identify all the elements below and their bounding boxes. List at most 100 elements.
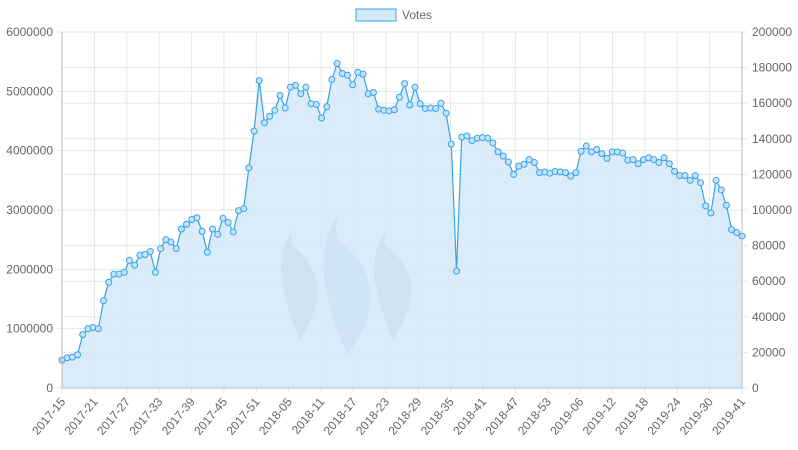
data-point[interactable] <box>131 261 139 269</box>
data-point[interactable] <box>453 267 460 275</box>
data-point[interactable] <box>530 159 538 167</box>
data-point[interactable] <box>344 71 351 79</box>
data-point[interactable] <box>650 156 658 164</box>
data-point[interactable] <box>717 186 725 194</box>
data-point[interactable] <box>167 238 175 246</box>
data-point[interactable] <box>691 172 699 180</box>
data-point[interactable] <box>209 225 217 233</box>
data-point[interactable] <box>281 104 289 112</box>
data-point[interactable] <box>401 80 409 88</box>
data-point[interactable] <box>494 148 502 156</box>
data-point[interactable] <box>510 170 518 178</box>
data-point[interactable] <box>567 172 575 180</box>
data-point[interactable] <box>349 81 357 89</box>
data-point[interactable] <box>603 154 611 162</box>
data-point[interactable] <box>722 201 730 209</box>
data-point[interactable] <box>318 114 326 122</box>
data-point[interactable] <box>562 169 570 177</box>
data-point[interactable] <box>120 268 128 276</box>
data-point[interactable] <box>260 119 268 127</box>
data-point[interactable] <box>245 164 253 172</box>
data-point[interactable] <box>712 176 720 184</box>
data-point[interactable] <box>671 167 679 175</box>
data-point[interactable] <box>219 214 227 222</box>
data-point[interactable] <box>255 77 263 85</box>
data-point[interactable] <box>193 214 201 222</box>
data-point[interactable] <box>105 278 113 286</box>
data-point[interactable] <box>100 297 108 305</box>
legend[interactable]: Votes <box>355 8 432 22</box>
data-point[interactable] <box>463 132 471 140</box>
data-point[interactable] <box>432 105 440 113</box>
data-point[interactable] <box>442 109 450 117</box>
data-point[interactable] <box>240 205 248 213</box>
data-point[interactable] <box>271 106 279 114</box>
data-point[interactable] <box>146 248 154 256</box>
data-point[interactable] <box>572 169 580 177</box>
data-point[interactable] <box>94 325 102 333</box>
data-point[interactable] <box>79 331 87 339</box>
data-point[interactable] <box>328 75 336 83</box>
data-point[interactable] <box>660 154 668 162</box>
data-point[interactable] <box>728 226 736 234</box>
data-point[interactable] <box>686 176 694 184</box>
data-point[interactable] <box>203 248 211 256</box>
data-point[interactable] <box>681 172 689 180</box>
data-point[interactable] <box>665 160 673 168</box>
data-point[interactable] <box>504 158 512 166</box>
data-point[interactable] <box>302 83 310 91</box>
y-right-tick-label: 200000 <box>752 25 792 39</box>
x-tick-label: 2018-05 <box>256 395 295 438</box>
data-point[interactable] <box>359 70 367 78</box>
data-point[interactable] <box>696 179 704 187</box>
data-point[interactable] <box>733 229 741 237</box>
data-point[interactable] <box>74 351 82 359</box>
y-right-tick-label: 0 <box>752 381 759 395</box>
data-point[interactable] <box>183 220 191 228</box>
data-point[interactable] <box>395 93 403 101</box>
data-point[interactable] <box>323 103 331 111</box>
data-point[interactable] <box>634 160 642 168</box>
x-tick-label: 2018-41 <box>450 395 489 438</box>
data-point[interactable] <box>655 159 663 167</box>
data-point[interactable] <box>707 209 715 217</box>
data-point[interactable] <box>525 156 533 164</box>
data-point[interactable] <box>141 251 149 258</box>
data-point[interactable] <box>276 91 284 99</box>
data-point[interactable] <box>598 150 606 158</box>
data-point[interactable] <box>593 145 601 153</box>
data-point[interactable] <box>297 90 305 98</box>
data-point[interactable] <box>157 245 165 253</box>
legend-label-votes: Votes <box>402 8 432 22</box>
data-point[interactable] <box>411 83 419 91</box>
data-point[interactable] <box>266 112 274 120</box>
data-point[interactable] <box>250 127 258 135</box>
data-point[interactable] <box>619 149 627 157</box>
data-point[interactable] <box>224 218 232 226</box>
data-point[interactable] <box>406 101 414 109</box>
data-point[interactable] <box>416 100 424 108</box>
data-point[interactable] <box>369 89 377 97</box>
data-point[interactable] <box>447 140 455 148</box>
data-point[interactable] <box>333 59 341 67</box>
data-point[interactable] <box>172 245 180 253</box>
data-point[interactable] <box>577 147 585 155</box>
data-point[interactable] <box>489 139 497 147</box>
data-point[interactable] <box>702 202 710 210</box>
data-point[interactable] <box>582 142 590 150</box>
data-point[interactable] <box>629 156 637 164</box>
data-point[interactable] <box>177 225 185 233</box>
data-point[interactable] <box>312 100 320 108</box>
data-point[interactable] <box>484 134 492 142</box>
data-point[interactable] <box>125 256 133 264</box>
data-point[interactable] <box>151 268 159 276</box>
data-point[interactable] <box>214 230 222 238</box>
data-point[interactable] <box>499 152 507 160</box>
data-point[interactable] <box>198 227 206 235</box>
data-point[interactable] <box>520 160 528 168</box>
data-point[interactable] <box>390 106 398 114</box>
data-point[interactable] <box>229 228 237 236</box>
x-tick-label: 2017-27 <box>94 395 133 438</box>
data-point[interactable] <box>437 99 445 107</box>
data-point[interactable] <box>292 81 300 89</box>
